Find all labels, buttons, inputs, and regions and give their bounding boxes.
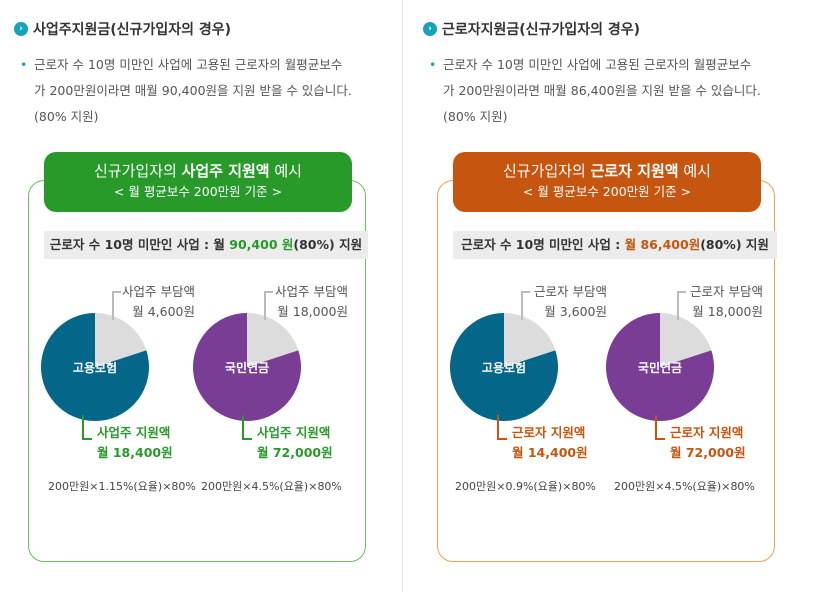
support-value: 월 72,000원 bbox=[670, 445, 746, 460]
title-prefix: 신규가입자의 bbox=[503, 162, 591, 180]
example-subtitle: < 월 평균보수 200만원 기준 > bbox=[522, 184, 692, 199]
formula: 200만원×1.15%(요율)×80% bbox=[48, 480, 196, 493]
bullet-dot-icon: • bbox=[20, 57, 28, 72]
national-pension-pie: 국민연금 bbox=[193, 313, 302, 421]
employment-insurance-pie: 고용보험 bbox=[41, 313, 150, 421]
pie-burden-slice bbox=[95, 313, 147, 367]
heading-text: 근로자지원금(신규가입자의 경우) bbox=[442, 22, 640, 38]
pie-burden-slice bbox=[504, 313, 556, 367]
panel-divider bbox=[402, 0, 403, 592]
bar-amount: 90,400 원 bbox=[229, 237, 294, 252]
example-title: 신규가입자의 근로자 지원액 예시 < 월 평균보수 200만원 기준 > bbox=[453, 152, 761, 212]
employer-subsidy-panel: › 사업주지원금(신규가입자의 경우) • 근로자 수 10명 미만인 사업에 … bbox=[0, 0, 408, 592]
formula: 200만원×0.9%(요율)×80% bbox=[455, 480, 596, 493]
formula: 200만원×4.5%(요율)×80% bbox=[201, 480, 342, 493]
description-line: 가 200만원이라면 매월 90,400원을 지원 받을 수 있습니다. bbox=[34, 83, 352, 98]
bar-prefix: 근로자 수 10명 미만인 사업 : bbox=[461, 237, 625, 252]
support-leader-line bbox=[655, 415, 665, 440]
support-label: 사업주 지원액 월 18,400원 bbox=[97, 423, 173, 463]
chevron-right-icon: › bbox=[423, 22, 437, 36]
burden-value: 월 18,000원 bbox=[692, 304, 763, 319]
burden-value: 월 4,600원 bbox=[132, 304, 195, 319]
pie-name: 고용보험 bbox=[482, 360, 526, 375]
heading-text: 사업주지원금(신규가입자의 경우) bbox=[33, 22, 231, 38]
support-label: 근로자 지원액 월 14,400원 bbox=[512, 423, 588, 463]
pie-support-slice bbox=[193, 313, 302, 421]
pie-name: 국민연금 bbox=[225, 360, 269, 375]
pie-name: 국민연금 bbox=[638, 360, 682, 375]
burden-label: 근로자 부담액 월 18,000원 bbox=[690, 282, 763, 322]
worker-subsidy-heading: › 근로자지원금(신규가입자의 경우) bbox=[423, 19, 640, 39]
bar-suffix: (80%) 지원 bbox=[293, 237, 363, 252]
national-pension-pie: 국민연금 bbox=[606, 313, 715, 421]
burden-value: 월 3,600원 bbox=[544, 304, 607, 319]
burden-label: 사업주 부담액 월 4,600원 bbox=[122, 282, 195, 322]
title-suffix: 예시 bbox=[269, 162, 302, 180]
title-prefix: 신규가입자의 bbox=[94, 162, 182, 180]
title-bold: 사업주 지원액 bbox=[181, 162, 270, 180]
support-summary-bar: 근로자 수 10명 미만인 사업 : 월 86,400원(80%) 지원 bbox=[453, 231, 777, 259]
bar-amount: 월 86,400원 bbox=[624, 237, 701, 252]
description-line: (80% 지원) bbox=[34, 109, 99, 124]
pie-support-slice bbox=[606, 313, 715, 421]
burden-leader-line bbox=[677, 291, 686, 320]
title-bold: 근로자 지원액 bbox=[590, 162, 679, 180]
support-label: 사업주 지원액 월 72,000원 bbox=[257, 423, 333, 463]
pie-burden-slice bbox=[660, 313, 712, 367]
burden-label-text: 사업주 부담액 bbox=[122, 284, 195, 299]
employment-insurance-pie: 고용보험 bbox=[450, 313, 559, 421]
description-line: (80% 지원) bbox=[443, 109, 508, 124]
pie-name: 고용보험 bbox=[73, 360, 117, 375]
example-title: 신규가입자의 사업주 지원액 예시 < 월 평균보수 200만원 기준 > bbox=[44, 152, 352, 212]
burden-label-text: 근로자 부담액 bbox=[534, 284, 607, 299]
example-subtitle: < 월 평균보수 200만원 기준 > bbox=[113, 184, 283, 199]
pie-support-slice bbox=[450, 313, 559, 421]
support-leader-line bbox=[242, 415, 252, 440]
support-label-text: 사업주 지원액 bbox=[257, 425, 331, 440]
pie-support-slice bbox=[41, 313, 150, 421]
support-summary-bar: 근로자 수 10명 미만인 사업 : 월 90,400 원(80%) 지원 bbox=[44, 231, 368, 259]
support-value: 월 14,400원 bbox=[512, 445, 588, 460]
burden-value: 월 18,000원 bbox=[277, 304, 348, 319]
burden-leader-line bbox=[264, 291, 273, 320]
support-label: 근로자 지원액 월 72,000원 bbox=[670, 423, 746, 463]
support-label-text: 근로자 지원액 bbox=[512, 425, 586, 440]
employer-subsidy-heading: › 사업주지원금(신규가입자의 경우) bbox=[14, 19, 231, 39]
support-value: 월 18,400원 bbox=[97, 445, 173, 460]
formula: 200만원×4.5%(요율)×80% bbox=[614, 480, 755, 493]
worker-subsidy-panel: › 근로자지원금(신규가입자의 경우) • 근로자 수 10명 미만인 사업에 … bbox=[409, 0, 817, 592]
bar-prefix: 근로자 수 10명 미만인 사업 : bbox=[49, 237, 214, 252]
support-label-text: 근로자 지원액 bbox=[670, 425, 744, 440]
burden-label: 사업주 부담액 월 18,000원 bbox=[275, 282, 348, 322]
support-leader-line bbox=[497, 415, 507, 440]
pie-burden-slice bbox=[247, 313, 299, 367]
support-label-text: 사업주 지원액 bbox=[97, 425, 171, 440]
bar-suffix: (80%) 지원 bbox=[700, 237, 769, 252]
bar-amount-pre: 월 bbox=[213, 237, 230, 252]
title-suffix: 예시 bbox=[678, 162, 711, 180]
support-leader-line bbox=[82, 415, 92, 440]
description-line: 가 200만원이라면 매월 86,400원을 지원 받을 수 있습니다. bbox=[443, 83, 761, 98]
description-line: 근로자 수 10명 미만인 사업에 고용된 근로자의 월평균보수 bbox=[34, 57, 343, 72]
bullet-dot-icon: • bbox=[429, 57, 437, 72]
support-value: 월 72,000원 bbox=[257, 445, 333, 460]
burden-label-text: 근로자 부담액 bbox=[690, 284, 763, 299]
burden-label: 근로자 부담액 월 3,600원 bbox=[534, 282, 607, 322]
description-line: 근로자 수 10명 미만인 사업에 고용된 근로자의 월평균보수 bbox=[443, 57, 752, 72]
burden-leader-line bbox=[521, 291, 530, 320]
chevron-right-icon: › bbox=[14, 22, 28, 36]
burden-label-text: 사업주 부담액 bbox=[275, 284, 348, 299]
burden-leader-line bbox=[112, 291, 121, 320]
description: • 근로자 수 10명 미만인 사업에 고용된 근로자의 월평균보수 가 200… bbox=[20, 52, 390, 130]
description: • 근로자 수 10명 미만인 사업에 고용된 근로자의 월평균보수 가 200… bbox=[429, 52, 799, 130]
